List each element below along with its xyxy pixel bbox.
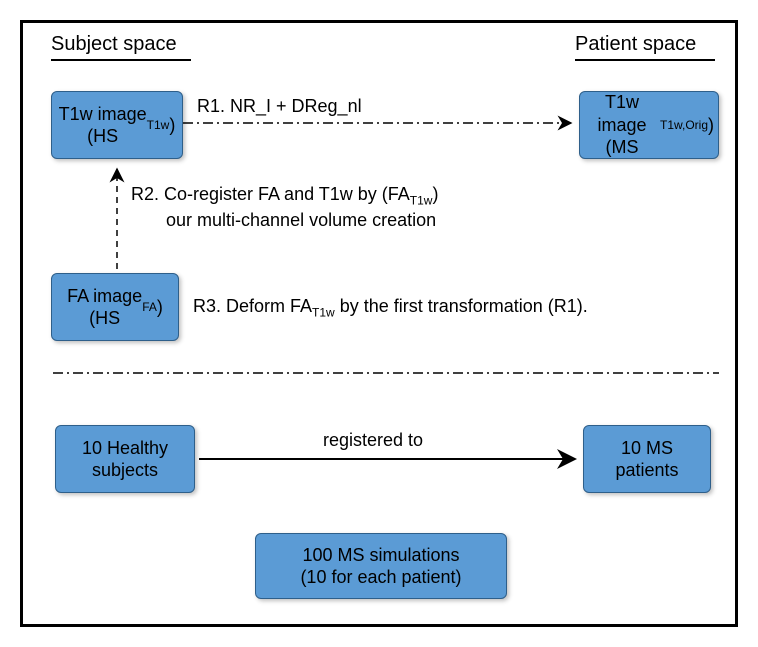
box-t1w-ms: T1w image(MST1w,Orig)	[579, 91, 719, 159]
header-patient-space: Patient space	[575, 33, 696, 56]
box-fa-hs: FA image(HSFA)	[51, 273, 179, 341]
box-healthy: 10 Healthysubjects	[55, 425, 195, 493]
label-r2: R2. Co-register FA and T1w by (FAT1w) ou…	[131, 183, 438, 233]
header-patient-underline	[575, 59, 715, 61]
label-r1: R1. NR_I + DReg_nl	[197, 95, 362, 118]
label-r3: R3. Deform FAT1w by the first transforma…	[193, 295, 588, 321]
box-simulations: 100 MS simulations(10 for each patient)	[255, 533, 507, 599]
header-subject-space: Subject space	[51, 33, 177, 56]
label-registered-to: registered to	[323, 429, 423, 452]
box-t1w-hs: T1w image(HST1w)	[51, 91, 183, 159]
box-ms-patients: 10 MSpatients	[583, 425, 711, 493]
diagram-canvas: Subject space Patient space T1w image(HS…	[20, 20, 738, 627]
header-subject-underline	[51, 59, 191, 61]
